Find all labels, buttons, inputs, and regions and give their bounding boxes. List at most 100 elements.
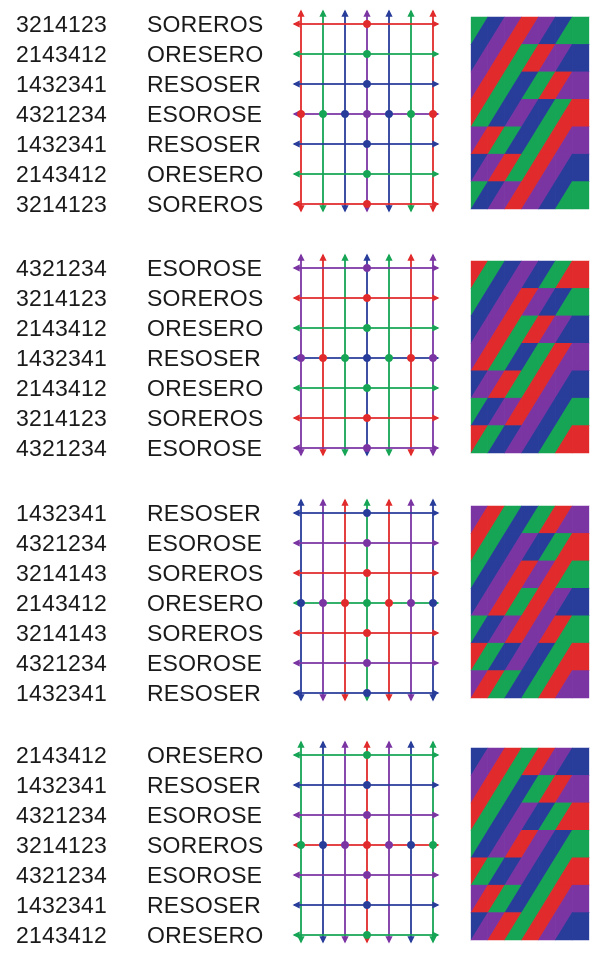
- node-dot: [363, 751, 371, 759]
- tile-triangle: [571, 911, 590, 941]
- digit-code: 1432341: [16, 772, 107, 798]
- node-dot: [429, 110, 437, 118]
- node-dot: [385, 599, 393, 607]
- node-dot: [363, 354, 371, 362]
- node-dot: [363, 781, 371, 789]
- triangle-tiling: [470, 505, 590, 699]
- node-dot: [297, 841, 305, 849]
- letter-word: RESOSER: [147, 772, 261, 798]
- digit-code: 1432341: [16, 345, 107, 371]
- node-dot: [363, 689, 371, 697]
- letter-word: ESOROSE: [147, 255, 263, 281]
- node-dot: [363, 444, 371, 452]
- pattern-panel: 3214123 SOREROS 2143412 ORESERO 1432341 RESOS…: [0, 9, 601, 234]
- tile-triangle: [571, 424, 590, 454]
- node-dot: [341, 110, 349, 118]
- pattern-panel: 2143412 ORESERO 1432341 RESOSER 4321234 ESORO…: [0, 740, 601, 965]
- digit-code: 1432341: [16, 680, 107, 706]
- pattern-panel: 1432341 RESOSER 4321234 ESOROSE 3214143 SORER…: [0, 498, 601, 723]
- digit-code: 4321234: [16, 435, 107, 461]
- node-dot: [385, 354, 393, 362]
- digit-code: 4321234: [16, 650, 107, 676]
- letter-word: ORESERO: [147, 922, 264, 948]
- digit-code: 4321234: [16, 255, 107, 281]
- digit-code: 2143412: [16, 41, 107, 67]
- letter-word: ORESERO: [147, 41, 264, 67]
- letter-word: ESOROSE: [147, 862, 263, 888]
- node-dot: [429, 841, 437, 849]
- node-dot: [341, 841, 349, 849]
- digit-code: 3214123: [16, 405, 107, 431]
- letter-word: RESOSER: [147, 131, 261, 157]
- node-dot: [385, 841, 393, 849]
- letter-word: SOREROS: [147, 285, 264, 311]
- node-dot: [363, 384, 371, 392]
- letter-word: ESOROSE: [147, 435, 263, 461]
- node-dot: [429, 599, 437, 607]
- node-dot: [363, 629, 371, 637]
- digit-code: 2143412: [16, 742, 107, 768]
- letter-word: SOREROS: [147, 191, 264, 217]
- node-dot: [363, 901, 371, 909]
- digit-code: 1432341: [16, 131, 107, 157]
- node-dot: [407, 841, 415, 849]
- digit-code: 1432341: [16, 71, 107, 97]
- lattice-diagram: [292, 253, 440, 457]
- node-dot: [297, 110, 305, 118]
- letter-word: RESOSER: [147, 345, 261, 371]
- digit-code: 2143412: [16, 161, 107, 187]
- digit-code: 1432341: [16, 500, 107, 526]
- digit-code: 2143412: [16, 315, 107, 341]
- digit-code: 4321234: [16, 862, 107, 888]
- node-dot: [341, 599, 349, 607]
- lattice-diagram: [292, 9, 440, 213]
- letter-word: SOREROS: [147, 832, 264, 858]
- node-dot: [363, 509, 371, 517]
- node-dot: [363, 931, 371, 939]
- node-dot: [363, 110, 371, 118]
- letter-word: ESOROSE: [147, 650, 263, 676]
- node-dot: [363, 659, 371, 667]
- digit-code: 4321234: [16, 101, 107, 127]
- node-dot: [363, 569, 371, 577]
- node-dot: [297, 354, 305, 362]
- node-dot: [363, 264, 371, 272]
- digit-code: 3214123: [16, 191, 107, 217]
- digit-code: 3214143: [16, 560, 107, 586]
- digit-code: 2143412: [16, 922, 107, 948]
- node-dot: [363, 170, 371, 178]
- node-dot: [363, 80, 371, 88]
- letter-word: ORESERO: [147, 315, 264, 341]
- letter-word: SOREROS: [147, 620, 264, 646]
- letter-word: SOREROS: [147, 405, 264, 431]
- node-dot: [429, 354, 437, 362]
- node-dot: [407, 599, 415, 607]
- digit-code: 1432341: [16, 892, 107, 918]
- digit-code: 2143412: [16, 375, 107, 401]
- node-dot: [319, 354, 327, 362]
- node-dot: [341, 354, 349, 362]
- node-dot: [297, 599, 305, 607]
- digit-code: 3214123: [16, 285, 107, 311]
- letter-word: ORESERO: [147, 590, 264, 616]
- node-dot: [385, 110, 393, 118]
- node-dot: [407, 354, 415, 362]
- node-dot: [363, 294, 371, 302]
- node-dot: [319, 110, 327, 118]
- node-dot: [319, 599, 327, 607]
- digit-code: 3214123: [16, 832, 107, 858]
- letter-word: ORESERO: [147, 375, 264, 401]
- node-dot: [363, 414, 371, 422]
- letter-word: ESOROSE: [147, 802, 263, 828]
- digit-code: 4321234: [16, 802, 107, 828]
- node-dot: [363, 841, 371, 849]
- letter-word: ESOROSE: [147, 530, 263, 556]
- node-dot: [363, 20, 371, 28]
- digit-code: 4321234: [16, 530, 107, 556]
- digit-code: 2143412: [16, 590, 107, 616]
- letter-word: SOREROS: [147, 560, 264, 586]
- node-dot: [363, 811, 371, 819]
- lattice-diagram: [292, 498, 440, 702]
- lattice-diagram: [292, 740, 440, 944]
- node-dot: [363, 599, 371, 607]
